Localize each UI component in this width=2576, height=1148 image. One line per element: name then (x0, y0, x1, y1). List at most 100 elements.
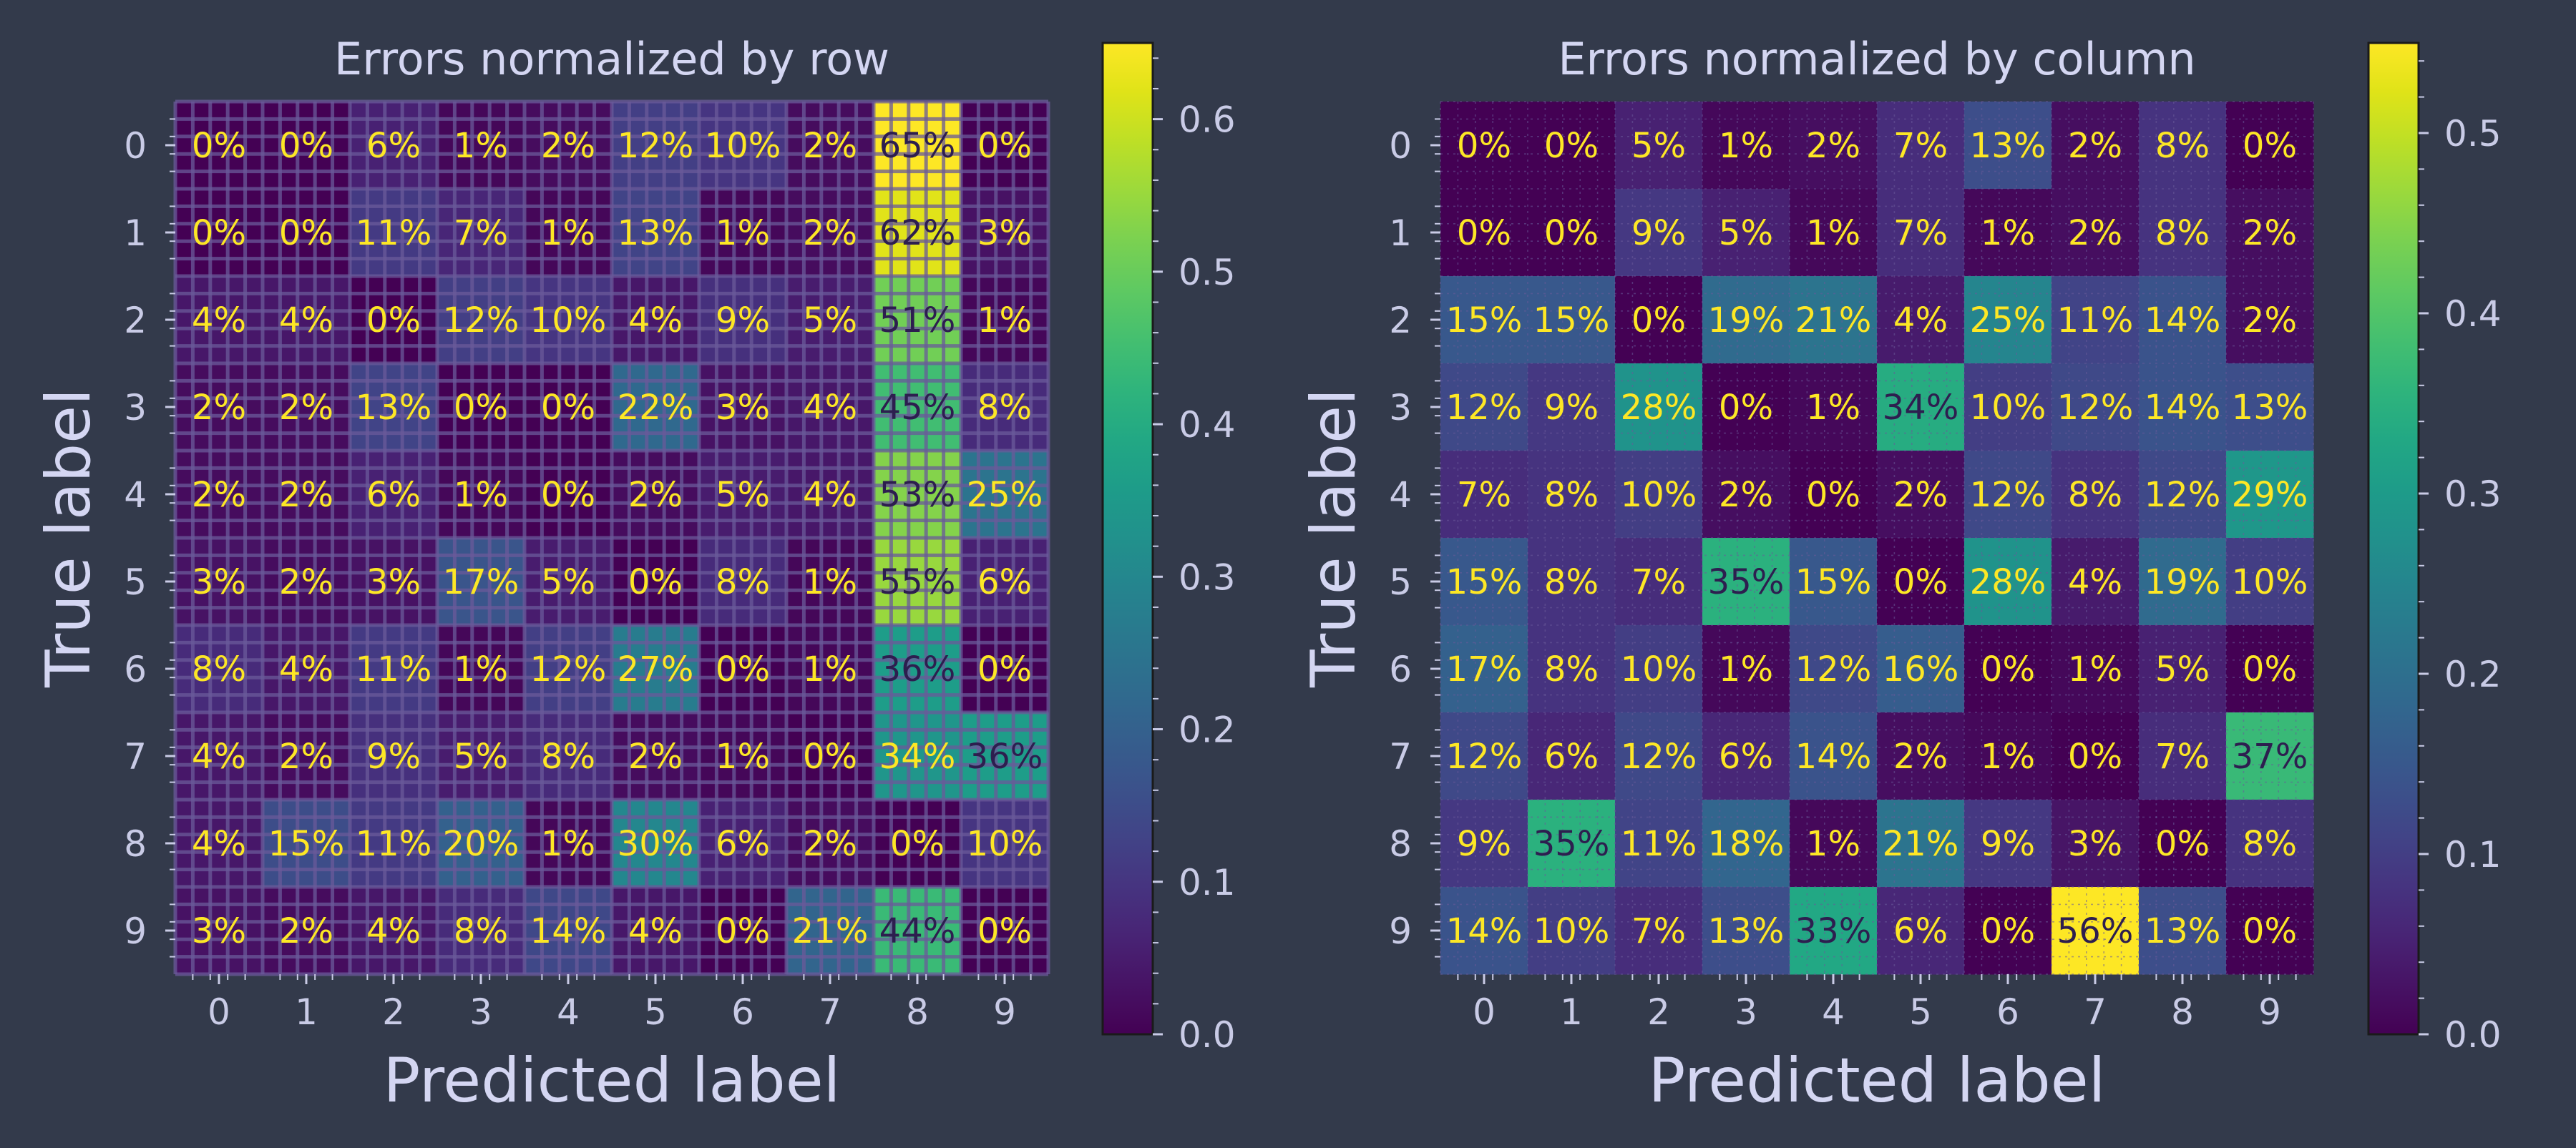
cell-value-label: 16% (1883, 649, 1959, 690)
heatmap-cell-r3-c9 (961, 363, 1049, 451)
heatmap-cell-r7-c7 (786, 712, 874, 800)
cell-value-label: 4% (192, 300, 246, 340)
heatmap-cell-r0-c1 (1528, 102, 1616, 190)
cell-value-label: 10% (1621, 649, 1697, 690)
heatmap-cell-r9-c1 (1528, 887, 1616, 975)
cell-value-label: 14% (1795, 737, 1872, 777)
cell-value-label: 13% (356, 388, 432, 428)
heatmap-cell-r6-c3 (1702, 625, 1790, 713)
y-tick-label: 7 (124, 736, 147, 777)
cell-value-label: 8% (1544, 475, 1599, 515)
cell-value-label: 12% (1621, 737, 1697, 777)
heatmap-cell-r4-c8 (874, 451, 962, 539)
cell-value-label: 2% (2243, 213, 2297, 253)
heatmap-cell-r1-c1 (263, 189, 351, 277)
heatmap-cell-r5-c3 (437, 538, 525, 626)
heatmap-cell-r6-c5 (612, 625, 700, 713)
heatmap-cell-r2-c7 (786, 276, 874, 364)
colorbar-gradient (1101, 41, 1154, 1036)
cell-value-label: 10% (1621, 475, 1697, 515)
cell-value-label: 55% (879, 562, 956, 602)
y-tick-label: 6 (1389, 649, 1412, 690)
cell-value-label: 27% (618, 649, 694, 690)
cell-value-label: 4% (628, 300, 683, 340)
cell-value-label: 15% (268, 824, 345, 864)
cell-value-label: 8% (2243, 824, 2297, 864)
y-axis-label: True label (1298, 388, 1370, 688)
heatmap-cell-r8-c8 (874, 800, 962, 888)
cell-value-label: 37% (2232, 737, 2308, 777)
cell-value-label: 0% (1806, 475, 1860, 515)
heatmap-cell-r9-c8 (874, 887, 962, 975)
y-tick-label: 3 (1389, 387, 1412, 428)
cell-value-label: 0% (2243, 911, 2297, 951)
cell-value-label: 13% (1970, 126, 2046, 166)
heatmap-cell-r5-c8 (874, 538, 962, 626)
heatmap-grid (173, 99, 1050, 976)
cell-value-label: 0% (977, 126, 1032, 166)
cell-value-label: 34% (1883, 388, 1959, 428)
cell-value-label: 5% (1631, 126, 1686, 166)
heatmap-cell-r3-c7 (2051, 363, 2140, 451)
heatmap-cell-r7-c9 (2226, 712, 2314, 800)
cell-value-label: 30% (618, 824, 694, 864)
cell-value-label: 7% (454, 213, 508, 253)
heatmap-cell-r6-c9 (2226, 625, 2314, 713)
cell-value-label: 0% (1631, 300, 1686, 340)
heatmap-cell-r2-c6 (1964, 276, 2052, 364)
cell-value-label: 11% (356, 824, 432, 864)
cell-value-label: 4% (279, 649, 333, 690)
x-tick-label: 4 (557, 991, 580, 1033)
heatmap-cell-r7-c2 (1615, 712, 1703, 800)
heatmap-cell-r5-c3 (1702, 538, 1790, 626)
cell-value-label: 0% (192, 213, 246, 253)
heatmap-cell-r4-c7 (2051, 451, 2140, 539)
cell-value-label: 1% (1806, 824, 1860, 864)
heatmap-cell-r9-c4 (525, 887, 613, 975)
heatmap-cell-r9-c3 (437, 887, 525, 975)
cell-value-label: 9% (1457, 824, 1511, 864)
cell-value-label: 8% (2068, 475, 2122, 515)
cell-value-label: 11% (356, 213, 432, 253)
cell-value-label: 6% (1544, 737, 1599, 777)
heatmap-cell-r0-c3 (437, 102, 525, 190)
heatmap-cell-r4-c7 (786, 451, 874, 539)
cell-value-label: 19% (1708, 300, 1785, 340)
heatmap-cell-r4-c0 (1440, 451, 1528, 539)
heatmap-cell-r6-c8 (2139, 625, 2227, 713)
heatmap-panel-2: 0% 0% 5% 1% 2% 7% 13% 2% 8% 0%0% 0% 9% 5% 1% 7% 1% 2% 8% 2… (1298, 33, 2502, 1117)
heatmap-cell-r0-c8 (874, 102, 962, 190)
heatmap-cell-r4-c9 (2226, 451, 2314, 539)
colorbar-tick-label: 0.0 (2444, 1014, 2502, 1056)
cell-value-label: 8% (2155, 213, 2210, 253)
cell-value-label: 12% (618, 126, 694, 166)
cell-value-label: 2% (1893, 737, 1948, 777)
heatmap-cell-r1-c6 (1964, 189, 2052, 277)
heatmap-cell-r6-c6 (699, 625, 787, 713)
cell-value-label: 4% (366, 911, 421, 951)
heatmap-cell-r5-c5 (1877, 538, 1965, 626)
heatmap-cell-r6-c0 (1440, 625, 1528, 713)
cell-value-label: 21% (1795, 300, 1872, 340)
cell-value-label: 12% (530, 649, 607, 690)
heatmap-cell-r7-c4 (1790, 712, 1878, 800)
heatmap-cell-r6-c1 (263, 625, 351, 713)
cell-value-label: 15% (1446, 562, 1523, 602)
cell-value-label: 25% (967, 475, 1043, 515)
heatmap-cell-r4-c2 (350, 451, 438, 539)
heatmap-cell-r9-c7 (786, 887, 874, 975)
x-tick-label: 4 (1822, 991, 1845, 1033)
heatmap-cell-r7-c3 (1702, 712, 1790, 800)
heatmap-cell-r7-c0 (1440, 712, 1528, 800)
heatmap-cell-r9-c1 (263, 887, 351, 975)
heatmap-cell-r4-c2 (1615, 451, 1703, 539)
colorbar-gradient (2367, 41, 2420, 1036)
heatmap-cell-r4-c6 (1964, 451, 2052, 539)
heatmap-cell-r8-c5 (612, 800, 700, 888)
heatmap-cell-r9-c9 (961, 887, 1049, 975)
colorbar-tick-label: 0.1 (1179, 862, 1236, 903)
heatmap-cell-r1-c4 (1790, 189, 1878, 277)
heatmap-cell-r9-c3 (1702, 887, 1790, 975)
heatmap-cell-r2-c2 (350, 276, 438, 364)
cell-value-label: 5% (716, 475, 770, 515)
